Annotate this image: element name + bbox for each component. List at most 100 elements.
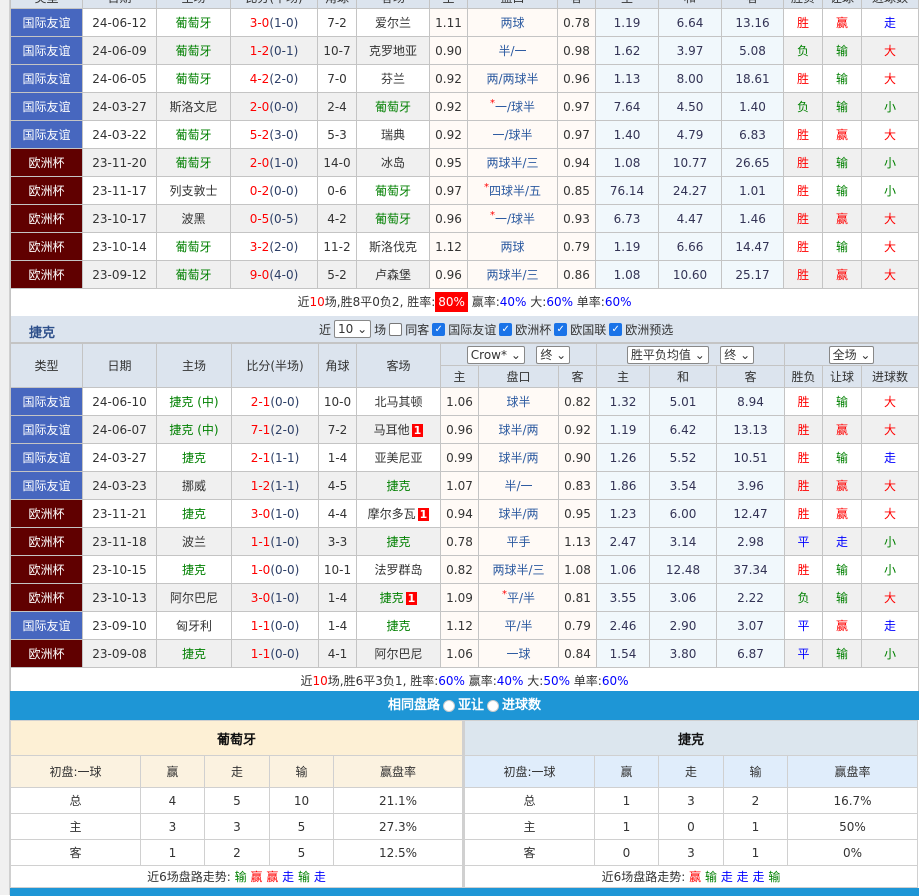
league-cell[interactable]: 欧洲杯 xyxy=(10,260,83,289)
odds: 0.95 xyxy=(435,155,462,170)
euro-home-odds: 1.08 xyxy=(595,260,659,289)
bottom-bar xyxy=(10,888,919,896)
home-cell[interactable]: 葡萄牙 xyxy=(156,148,231,177)
score-cell[interactable]: 2-1(1-1) xyxy=(231,443,319,472)
score-cell[interactable]: 1-1(0-0) xyxy=(231,639,319,668)
asian-time-select[interactable]: 终 ⌄ xyxy=(536,345,571,364)
radio-goals[interactable] xyxy=(487,699,499,712)
league-cell[interactable]: 欧洲杯 xyxy=(10,176,83,205)
home-cell[interactable]: 波黑 xyxy=(156,204,231,233)
away-cell[interactable]: 亚美尼亚 xyxy=(356,443,441,472)
score-cell[interactable]: 5-2(3-0) xyxy=(230,120,318,149)
score-cell[interactable]: 0-5(0-5) xyxy=(230,204,318,233)
league-cell[interactable]: 欧洲杯 xyxy=(10,204,83,233)
home-cell[interactable]: 捷克 (中) xyxy=(156,415,232,444)
away-cell[interactable]: 芬兰 xyxy=(356,64,430,93)
away-cell[interactable]: 摩尔多瓦 1 xyxy=(356,499,441,528)
scope-select[interactable]: 全场 ⌄ xyxy=(828,345,875,364)
home-cell[interactable]: 捷克 xyxy=(156,639,232,668)
score-cell[interactable]: 9-0(4-0) xyxy=(230,260,318,289)
league-cell[interactable]: 国际友谊 xyxy=(10,8,83,37)
score-cell[interactable]: 3-0(1-0) xyxy=(231,583,319,612)
away-cell[interactable]: 克罗地亚 xyxy=(356,36,430,65)
score-cell[interactable]: 7-1(2-0) xyxy=(231,415,319,444)
away-cell[interactable]: 北马其顿 xyxy=(356,387,441,416)
away-cell[interactable]: 捷克 xyxy=(356,527,441,556)
league-cell[interactable]: 国际友谊 xyxy=(10,36,83,65)
score-cell[interactable]: 2-1(0-0) xyxy=(231,387,319,416)
home-cell[interactable]: 斯洛文尼 xyxy=(156,92,231,121)
score-cell[interactable]: 1-1(1-0) xyxy=(231,527,319,556)
away-cell[interactable]: 捷克 xyxy=(356,471,441,500)
league-cell[interactable]: 国际友谊 xyxy=(10,387,83,416)
league-checkbox-nations[interactable]: ✓ xyxy=(554,322,568,336)
home-cell[interactable]: 葡萄牙 xyxy=(156,232,231,261)
home-cell[interactable]: 葡萄牙 xyxy=(156,64,231,93)
league-cell[interactable]: 欧洲杯 xyxy=(10,555,83,584)
score-cell[interactable]: 1-2(0-1) xyxy=(230,36,318,65)
radio-goals-label[interactable]: 进球数 xyxy=(502,698,542,713)
home-cell[interactable]: 葡萄牙 xyxy=(156,8,231,37)
league-cell[interactable]: 国际友谊 xyxy=(10,443,83,472)
away-cell[interactable]: 马耳他 1 xyxy=(356,415,441,444)
away-cell[interactable]: 葡萄牙 xyxy=(356,176,430,205)
league-cell[interactable]: 国际友谊 xyxy=(10,471,83,500)
home-cell[interactable]: 葡萄牙 xyxy=(156,260,231,289)
away-cell[interactable]: 卢森堡 xyxy=(356,260,430,289)
score-cell[interactable]: 4-2(2-0) xyxy=(230,64,318,93)
league-cell[interactable]: 国际友谊 xyxy=(10,120,83,149)
league-checkbox-euro[interactable]: ✓ xyxy=(499,322,513,336)
score-cell[interactable]: 3-0(1-0) xyxy=(231,499,319,528)
euro-time-select[interactable]: 终 ⌄ xyxy=(720,345,755,364)
home-cell[interactable]: 捷克 xyxy=(156,499,232,528)
home-cell[interactable]: 阿尔巴尼 xyxy=(156,583,232,612)
home-cell[interactable]: 挪威 xyxy=(156,471,232,500)
home-cell[interactable]: 葡萄牙 xyxy=(156,120,231,149)
match-count-select[interactable]: 10 ⌄ xyxy=(334,320,372,338)
league-cell[interactable]: 欧洲杯 xyxy=(10,148,83,177)
euro-odds-select[interactable]: 胜平负均值 ⌄ xyxy=(626,345,709,364)
away-cell[interactable]: 斯洛伐克 xyxy=(356,232,430,261)
home-cell[interactable]: 葡萄牙 xyxy=(156,36,231,65)
league-cell[interactable]: 国际友谊 xyxy=(10,415,83,444)
home-cell[interactable]: 列支敦士 xyxy=(156,176,231,205)
away-cell[interactable]: 捷克 1 xyxy=(356,583,441,612)
league-cell[interactable]: 国际友谊 xyxy=(10,64,83,93)
away-cell[interactable]: 冰岛 xyxy=(356,148,430,177)
radio-asian[interactable] xyxy=(442,699,455,712)
league-checkbox-qual[interactable]: ✓ xyxy=(609,322,623,336)
away-cell[interactable]: 葡萄牙 xyxy=(356,204,430,233)
league-cell[interactable]: 欧洲杯 xyxy=(10,527,83,556)
score-cell[interactable]: 0-2(0-0) xyxy=(230,176,318,205)
league-checkbox-intl[interactable]: ✓ xyxy=(432,322,446,336)
same-away-checkbox[interactable] xyxy=(389,322,403,336)
league-cell[interactable]: 欧洲杯 xyxy=(10,639,83,668)
home-cell[interactable]: 匈牙利 xyxy=(156,611,232,640)
away-cell[interactable]: 捷克 xyxy=(356,611,441,640)
away-cell[interactable]: 阿尔巴尼 xyxy=(356,639,441,668)
home-cell[interactable]: 捷克 xyxy=(156,555,232,584)
score-cell[interactable]: 3-2(2-0) xyxy=(230,232,318,261)
score-cell[interactable]: 3-0(1-0) xyxy=(230,8,318,37)
home-cell[interactable]: 捷克 xyxy=(156,443,232,472)
half-score: (1-0) xyxy=(270,590,300,605)
score-cell[interactable]: 2-0(0-0) xyxy=(230,92,318,121)
away-cell[interactable]: 法罗群岛 xyxy=(356,555,441,584)
away-cell[interactable]: 爱尔兰 xyxy=(356,8,430,37)
league-cell[interactable]: 国际友谊 xyxy=(10,611,83,640)
league-cell[interactable]: 欧洲杯 xyxy=(10,232,83,261)
league-cell[interactable]: 欧洲杯 xyxy=(10,583,83,612)
radio-asian-label[interactable]: 亚让 xyxy=(457,698,484,713)
goals-result-cell: 大 xyxy=(861,204,919,233)
score-cell[interactable]: 1-2(1-1) xyxy=(231,471,319,500)
score-cell[interactable]: 1-1(0-0) xyxy=(231,611,319,640)
score-cell[interactable]: 1-0(0-0) xyxy=(231,555,319,584)
away-cell[interactable]: 葡萄牙 xyxy=(356,92,430,121)
home-cell[interactable]: 捷克 (中) xyxy=(156,387,232,416)
league-cell[interactable]: 欧洲杯 xyxy=(10,499,83,528)
league-cell[interactable]: 国际友谊 xyxy=(10,92,83,121)
home-cell[interactable]: 波兰 xyxy=(156,527,232,556)
away-cell[interactable]: 瑞典 xyxy=(356,120,430,149)
company-select[interactable]: Crow* ⌄ xyxy=(466,345,525,364)
score-cell[interactable]: 2-0(1-0) xyxy=(230,148,318,177)
